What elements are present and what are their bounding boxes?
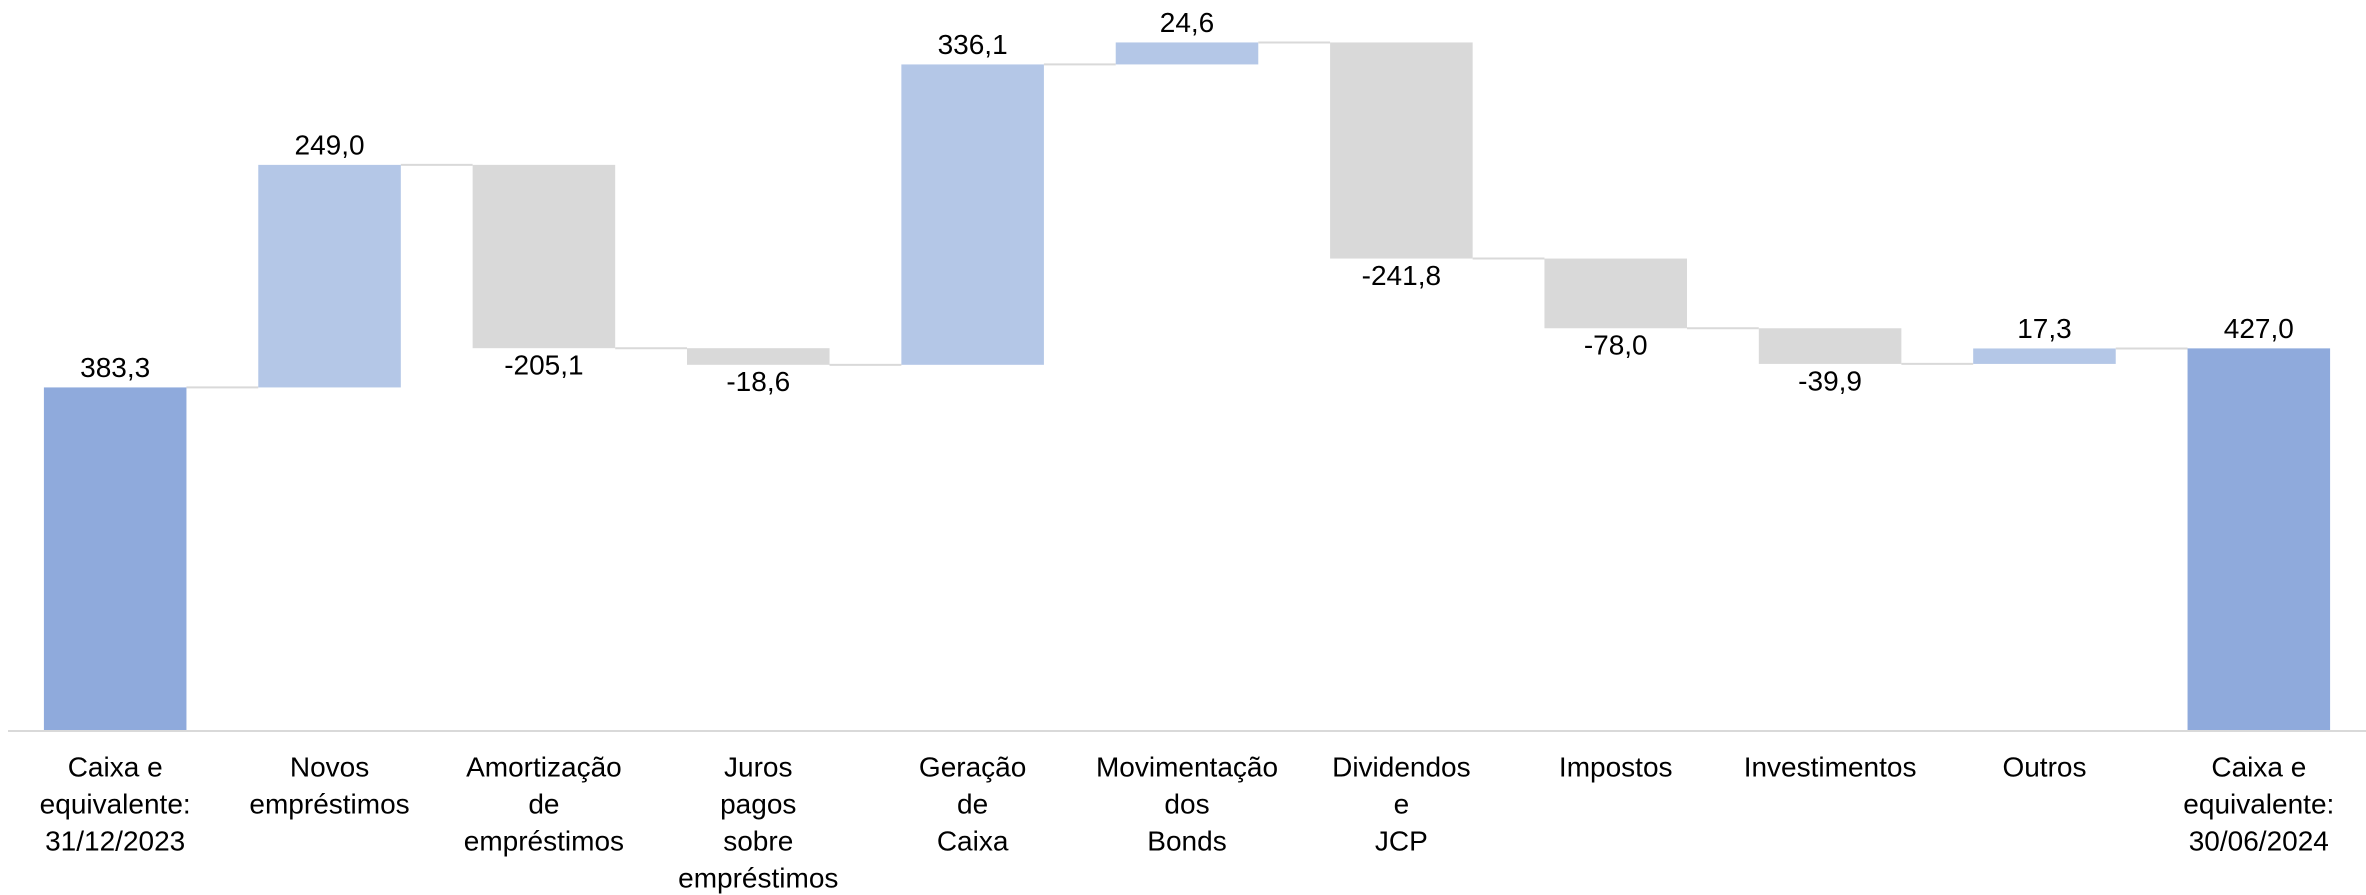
x-tick-label: Novos (290, 751, 369, 782)
value-label: 427,0 (2224, 313, 2294, 344)
x-tick-label: Amortização (466, 751, 622, 782)
x-tick-label: equivalente: (40, 788, 191, 819)
x-tick-label: empréstimos (678, 862, 838, 893)
x-tick-label: Geração (919, 751, 1026, 782)
bar (901, 64, 1044, 365)
value-label: 24,6 (1160, 7, 1215, 38)
x-tick-label: de (528, 788, 559, 819)
x-tick-label: de (957, 788, 988, 819)
x-tick-label: 30/06/2024 (2189, 825, 2329, 856)
x-tick-label: Caixa e (2211, 751, 2306, 782)
x-tick-label: Movimentação (1096, 751, 1278, 782)
value-label: 17,3 (2017, 313, 2072, 344)
x-tick-label: Impostos (1559, 751, 1673, 782)
x-tick-label: Outros (2002, 751, 2086, 782)
bar (2187, 348, 2331, 730)
value-label: -241,8 (1362, 260, 1441, 291)
x-tick-label: Juros (724, 751, 792, 782)
x-tick-label: pagos (720, 788, 796, 819)
x-tick-label: Dividendos (1332, 751, 1471, 782)
x-tick-label: Caixa (937, 825, 1009, 856)
value-label: 383,3 (80, 352, 150, 383)
value-label: -78,0 (1584, 330, 1648, 361)
bar (1330, 42, 1473, 259)
x-tick-label: JCP (1375, 825, 1428, 856)
x-tick-label: empréstimos (464, 825, 624, 856)
bar (1973, 348, 2116, 364)
bar (1115, 42, 1259, 65)
x-tick-label: sobre (723, 825, 793, 856)
value-label: 249,0 (295, 129, 365, 160)
x-tick-label: Bonds (1147, 825, 1226, 856)
bar (686, 348, 830, 365)
x-tick-label: dos (1164, 788, 1209, 819)
bar (1758, 328, 1902, 364)
x-tick-label: 31/12/2023 (45, 825, 185, 856)
x-tick-label: equivalente: (2183, 788, 2334, 819)
value-label: -205,1 (504, 350, 583, 381)
value-label: -39,9 (1798, 365, 1862, 396)
value-label: 336,1 (938, 29, 1008, 60)
x-tick-label: Investimentos (1744, 751, 1917, 782)
x-tick-label: empréstimos (249, 788, 409, 819)
x-tick-label: e (1394, 788, 1410, 819)
x-tick-label: Caixa e (68, 751, 163, 782)
bar (472, 164, 616, 349)
bar (258, 164, 401, 388)
bar (43, 387, 187, 730)
bar (1544, 258, 1688, 329)
value-label: -18,6 (726, 366, 790, 397)
